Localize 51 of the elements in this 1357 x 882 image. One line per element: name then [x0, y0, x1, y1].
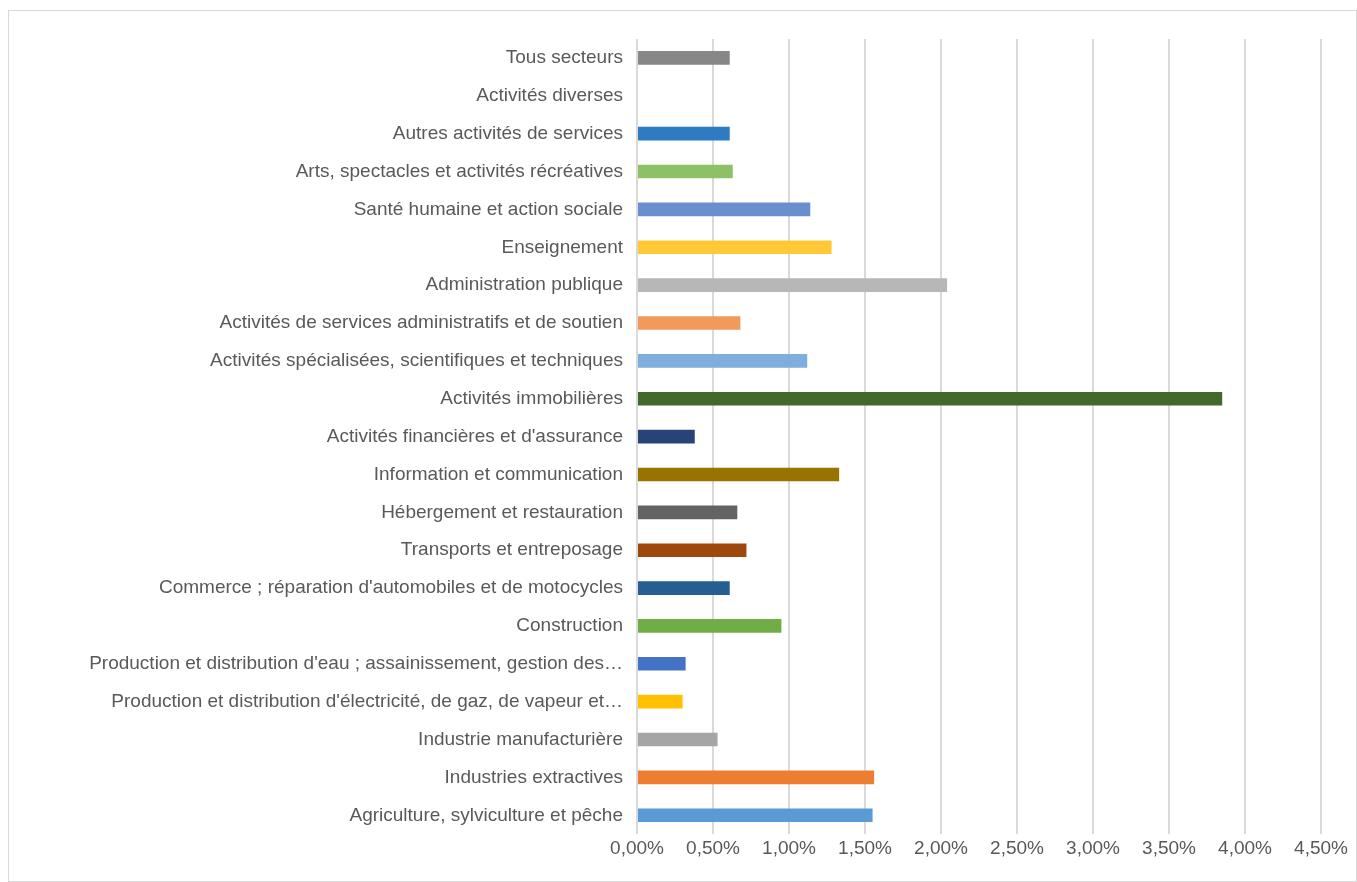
- bar: [638, 51, 730, 65]
- y-tick-label: Administration publique: [425, 273, 623, 295]
- bar: [638, 770, 875, 785]
- bar: [638, 467, 840, 482]
- y-tick-label: Activités immobilières: [440, 386, 623, 408]
- y-tick-label: Activités financières et d'assurance: [326, 424, 623, 446]
- x-tick-label: 4,00%: [1218, 836, 1273, 858]
- y-tick-label: Production et distribution d'eau ; assainissement, gestion des…: [89, 652, 623, 674]
- y-tick-label: Production et distribution d'électricité, de gaz, de vapeur et…: [111, 689, 623, 711]
- y-tick-label: Construction: [516, 614, 623, 636]
- y-tick-label: Transports et entreposage: [400, 538, 623, 560]
- bar: [638, 808, 873, 823]
- bar: [638, 240, 832, 255]
- bar: [638, 619, 782, 633]
- x-tick-label: 0,00%: [610, 836, 665, 858]
- bar: [638, 391, 1223, 406]
- y-tick-label: Agriculture, sylviculture et pêche: [349, 803, 623, 825]
- bar: [638, 732, 718, 747]
- y-tick-label: Information et communication: [373, 462, 623, 484]
- bar: [638, 164, 733, 179]
- bar: [638, 429, 695, 444]
- x-tick-label: 1,00%: [762, 836, 817, 858]
- bar: [638, 656, 686, 671]
- y-tick-label: Tous secteurs: [505, 46, 623, 68]
- bar: [638, 505, 738, 520]
- y-tick-label: Enseignement: [501, 235, 624, 257]
- y-tick-label: Activités spécialisées, scientifiques et techniques: [210, 349, 623, 371]
- y-tick-label: Industrie manufacturière: [418, 727, 623, 749]
- y-tick-label: Arts, spectacles et activités récréatives: [295, 159, 623, 181]
- y-tick-label: Activités diverses: [476, 84, 623, 106]
- y-tick-label: Autres activités de services: [392, 121, 623, 143]
- bar: [638, 278, 948, 292]
- bar: [638, 581, 730, 595]
- bar: [638, 543, 747, 558]
- bar: [638, 316, 741, 330]
- x-tick-label: 0,50%: [686, 836, 741, 858]
- y-tick-label: Commerce ; réparation d'automobiles et de motocycles: [158, 576, 623, 598]
- x-tick-label: 1,50%: [838, 836, 893, 858]
- x-tick-label: 3,50%: [1142, 836, 1197, 858]
- bar: [638, 126, 730, 141]
- y-tick-label: Activités de services administratifs et de soutien: [219, 311, 623, 333]
- x-tick-label: 2,50%: [990, 836, 1045, 858]
- bar: [638, 694, 683, 709]
- bar: [638, 354, 808, 368]
- y-tick-label: Hébergement et restauration: [381, 500, 623, 522]
- y-tick-label: Industries extractives: [444, 765, 623, 787]
- x-tick-label: 3,00%: [1066, 836, 1121, 858]
- y-tick-label: Santé humaine et action sociale: [353, 197, 623, 219]
- bar: [638, 202, 811, 217]
- x-tick-label: 4,50%: [1294, 836, 1349, 858]
- x-tick-label: 2,00%: [914, 836, 969, 858]
